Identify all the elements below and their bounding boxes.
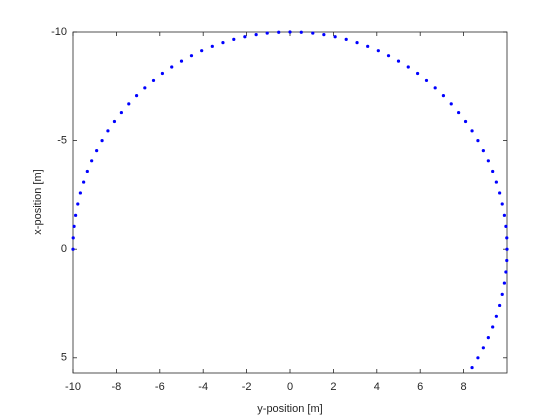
point	[502, 213, 506, 217]
x-tick-label: 0	[287, 381, 293, 393]
x-tick-label: 6	[417, 381, 423, 393]
point	[90, 159, 94, 163]
point	[386, 54, 391, 58]
point	[406, 65, 410, 69]
point	[424, 78, 429, 83]
point	[481, 148, 485, 153]
point	[504, 224, 508, 228]
point	[500, 292, 504, 296]
point	[502, 281, 506, 285]
point	[463, 119, 468, 124]
point	[71, 247, 75, 251]
point	[441, 94, 446, 98]
point	[134, 94, 139, 98]
point	[200, 49, 204, 53]
x-tick-label: 4	[374, 381, 380, 393]
point	[322, 33, 326, 37]
point	[127, 102, 131, 106]
point	[486, 335, 490, 340]
point	[100, 138, 104, 143]
point	[470, 365, 474, 370]
point	[95, 148, 99, 153]
point	[210, 44, 214, 48]
point	[299, 30, 303, 34]
point	[457, 110, 461, 115]
point	[500, 202, 504, 206]
point	[481, 346, 485, 350]
point	[243, 35, 247, 39]
point	[265, 31, 269, 35]
point	[494, 180, 498, 184]
point	[344, 37, 348, 41]
point	[311, 31, 315, 35]
point	[74, 213, 78, 217]
point	[288, 30, 292, 34]
point	[78, 191, 82, 195]
point	[504, 270, 508, 274]
point	[498, 191, 502, 195]
point	[85, 169, 89, 174]
point	[112, 119, 117, 124]
x-tick-label: -6	[155, 381, 165, 393]
point	[491, 169, 495, 174]
point	[232, 37, 236, 41]
y-tick-label: -5	[57, 135, 67, 147]
x-tick-label: -4	[198, 381, 208, 393]
point	[505, 247, 509, 251]
y-axis-label: x-position [m]	[32, 169, 44, 234]
point	[476, 356, 480, 360]
point	[415, 71, 420, 76]
point	[486, 159, 490, 163]
point	[119, 110, 123, 115]
plot-box	[72, 31, 508, 374]
x-tick-label: -8	[112, 381, 122, 393]
point	[151, 78, 156, 83]
point	[179, 59, 184, 63]
x-axis-label: y-position [m]	[257, 403, 322, 415]
point	[254, 33, 258, 37]
point	[277, 30, 281, 34]
point	[106, 129, 110, 133]
point	[470, 129, 474, 133]
point	[143, 86, 147, 90]
y-tick-label: -10	[51, 26, 67, 38]
point	[355, 41, 359, 45]
y-tick-label: 0	[61, 243, 67, 255]
x-tick-label: -10	[65, 381, 81, 393]
point	[433, 86, 437, 90]
point	[498, 303, 502, 308]
point	[71, 236, 75, 240]
point	[366, 44, 370, 48]
point	[449, 102, 453, 106]
point	[189, 54, 194, 58]
point	[160, 71, 165, 76]
point	[491, 325, 495, 329]
point	[82, 180, 86, 184]
point	[72, 224, 76, 228]
point	[376, 49, 380, 53]
point	[505, 236, 509, 240]
x-tick-label: 8	[461, 381, 467, 393]
point	[76, 202, 80, 206]
point	[476, 138, 480, 143]
x-tick-label: 2	[330, 381, 336, 393]
point	[396, 59, 401, 63]
point	[505, 258, 509, 263]
x-tick-label: -2	[242, 381, 252, 393]
point	[221, 41, 225, 45]
point	[333, 35, 337, 39]
y-tick-label: 5	[61, 352, 67, 364]
point	[170, 65, 174, 69]
point	[494, 314, 498, 318]
